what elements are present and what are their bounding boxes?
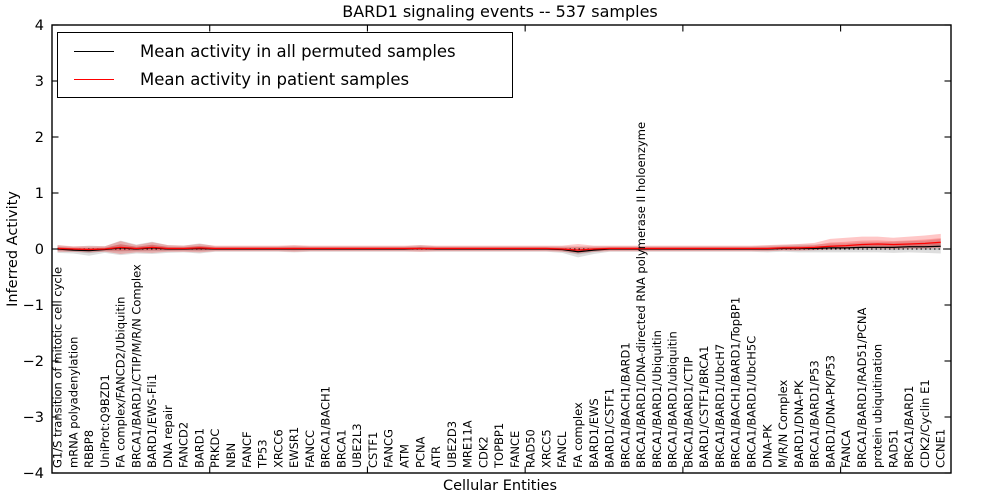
entity-label: BRCA1/BARD1/DNA-directed RNA polymerase … xyxy=(634,122,648,468)
entity-label: BRCA1/BARD1/RAD51/PCNA xyxy=(855,307,869,468)
entity-label: CSTF1 xyxy=(366,432,380,468)
entity-label: BRCA1/BARD1 xyxy=(902,386,916,468)
entity-label: UniProt:Q9BZD1 xyxy=(98,374,112,468)
y-axis-label: Inferred Activity xyxy=(5,191,21,307)
entity-label: TP53 xyxy=(256,439,270,469)
entity-label: mRNA polyadenylation xyxy=(66,337,80,468)
line-patient xyxy=(57,241,941,251)
y-tick-label: 3 xyxy=(35,74,44,90)
entity-label: FANCG xyxy=(382,429,396,468)
entity-label: BRCA1/BARD1/UbcH5C xyxy=(744,336,758,468)
patient-line-swatch-icon xyxy=(74,78,114,80)
entity-label: FA complex/FANCD2/Ubiquitin xyxy=(114,297,128,468)
entity-label: G1/S transition of mitotic cell cycle xyxy=(51,267,65,468)
entity-label: BRCA1/BACH1/BARD1/TopBP1 xyxy=(729,297,743,468)
entity-label: protein ubiquitination xyxy=(871,344,885,468)
legend-item-patient: Mean activity in patient samples xyxy=(58,66,512,92)
entity-label: CDK2/Cyclin E1 xyxy=(918,379,932,468)
entity-label: M/R/N Complex xyxy=(776,379,790,468)
chart-title: BARD1 signaling events -- 537 samples xyxy=(342,2,658,21)
entity-label: BRCA1/BARD1/ubiquitin xyxy=(666,331,680,468)
entity-label: UBE2L3 xyxy=(350,423,364,468)
entity-label: BARD1/CSTF1/BRCA1 xyxy=(697,346,711,468)
entity-label: BARD1 xyxy=(192,428,206,468)
entity-label: FANCD2 xyxy=(177,422,191,468)
entity-label: BRCA1/BARD1/CTIP/M/R/N Complex xyxy=(129,264,143,468)
entity-label: PRKDC xyxy=(208,429,222,468)
entity-label: XRCC5 xyxy=(539,429,553,468)
entity-label: BRCA1/BARD1/UbcH7 xyxy=(713,344,727,468)
entity-label: BRCA1/BARD1/CTIP xyxy=(681,356,695,468)
entity-label: UBE2D3 xyxy=(445,421,459,468)
y-tick-label: −2 xyxy=(23,354,44,370)
legend-label-permuted: Mean activity in all permuted samples xyxy=(140,41,456,61)
y-tick-label: −4 xyxy=(23,466,44,482)
y-tick-label: −1 xyxy=(23,298,44,314)
entity-label: DNA-PK xyxy=(760,424,774,468)
entity-label: CCNE1 xyxy=(934,429,948,468)
entity-label: RAD50 xyxy=(524,429,538,468)
entity-label: BARD1/EWS-Fli1 xyxy=(145,374,159,468)
y-tick-label: 4 xyxy=(35,18,44,34)
legend-item-permuted: Mean activity in all permuted samples xyxy=(58,38,512,64)
entity-label: FANCE xyxy=(508,431,522,468)
entity-label: FANCL xyxy=(555,431,569,468)
entity-label: BARD1/CSTF1 xyxy=(603,388,617,468)
entity-label: FA complex xyxy=(571,402,585,468)
entity-label: RAD51 xyxy=(886,429,900,468)
entity-label: FANCA xyxy=(839,430,853,468)
y-tick-label: 1 xyxy=(35,186,44,202)
legend-label-patient: Mean activity in patient samples xyxy=(140,69,410,89)
entity-label: ATM xyxy=(398,444,412,468)
entity-label: BRCA1/BACH1/BARD1 xyxy=(618,342,632,468)
y-tick-label: 2 xyxy=(35,130,44,146)
entity-label: BARD1/DNA-PK xyxy=(792,380,806,468)
entity-label: MRE11A xyxy=(461,420,475,468)
entity-label: FANCF xyxy=(240,431,254,468)
entity-label: BRCA1/BARD1/P53 xyxy=(808,360,822,468)
entity-label: FANCC xyxy=(303,430,317,468)
plot-frame xyxy=(51,24,952,474)
entity-label: BARD1/DNA-PK/P53 xyxy=(823,355,837,468)
entity-label: EWSR1 xyxy=(287,427,301,468)
entity-label: RBBP8 xyxy=(82,430,96,468)
permuted-line-swatch-icon xyxy=(74,50,114,52)
entity-label: DNA repair xyxy=(161,405,175,468)
entity-label: ATR xyxy=(429,446,443,468)
entity-label: TOPBP1 xyxy=(492,423,506,469)
x-axis-label: Cellular Entities xyxy=(442,478,558,494)
entity-label: NBN xyxy=(224,443,238,468)
entity-label: BRCA1 xyxy=(334,429,348,468)
y-tick-label: −3 xyxy=(23,410,44,426)
entity-label: BRCA1/BARD1/Ubiquitin xyxy=(650,330,664,468)
entity-label: PCNA xyxy=(413,436,427,468)
y-tick-label: 0 xyxy=(35,242,44,258)
legend: Mean activity in all permuted samples Me… xyxy=(57,32,513,98)
entity-label: BARD1/EWS xyxy=(587,398,601,468)
entity-label: CDK2 xyxy=(476,436,490,468)
entity-label: BRCA1/BACH1 xyxy=(319,386,333,468)
entity-label: XRCC6 xyxy=(271,429,285,468)
